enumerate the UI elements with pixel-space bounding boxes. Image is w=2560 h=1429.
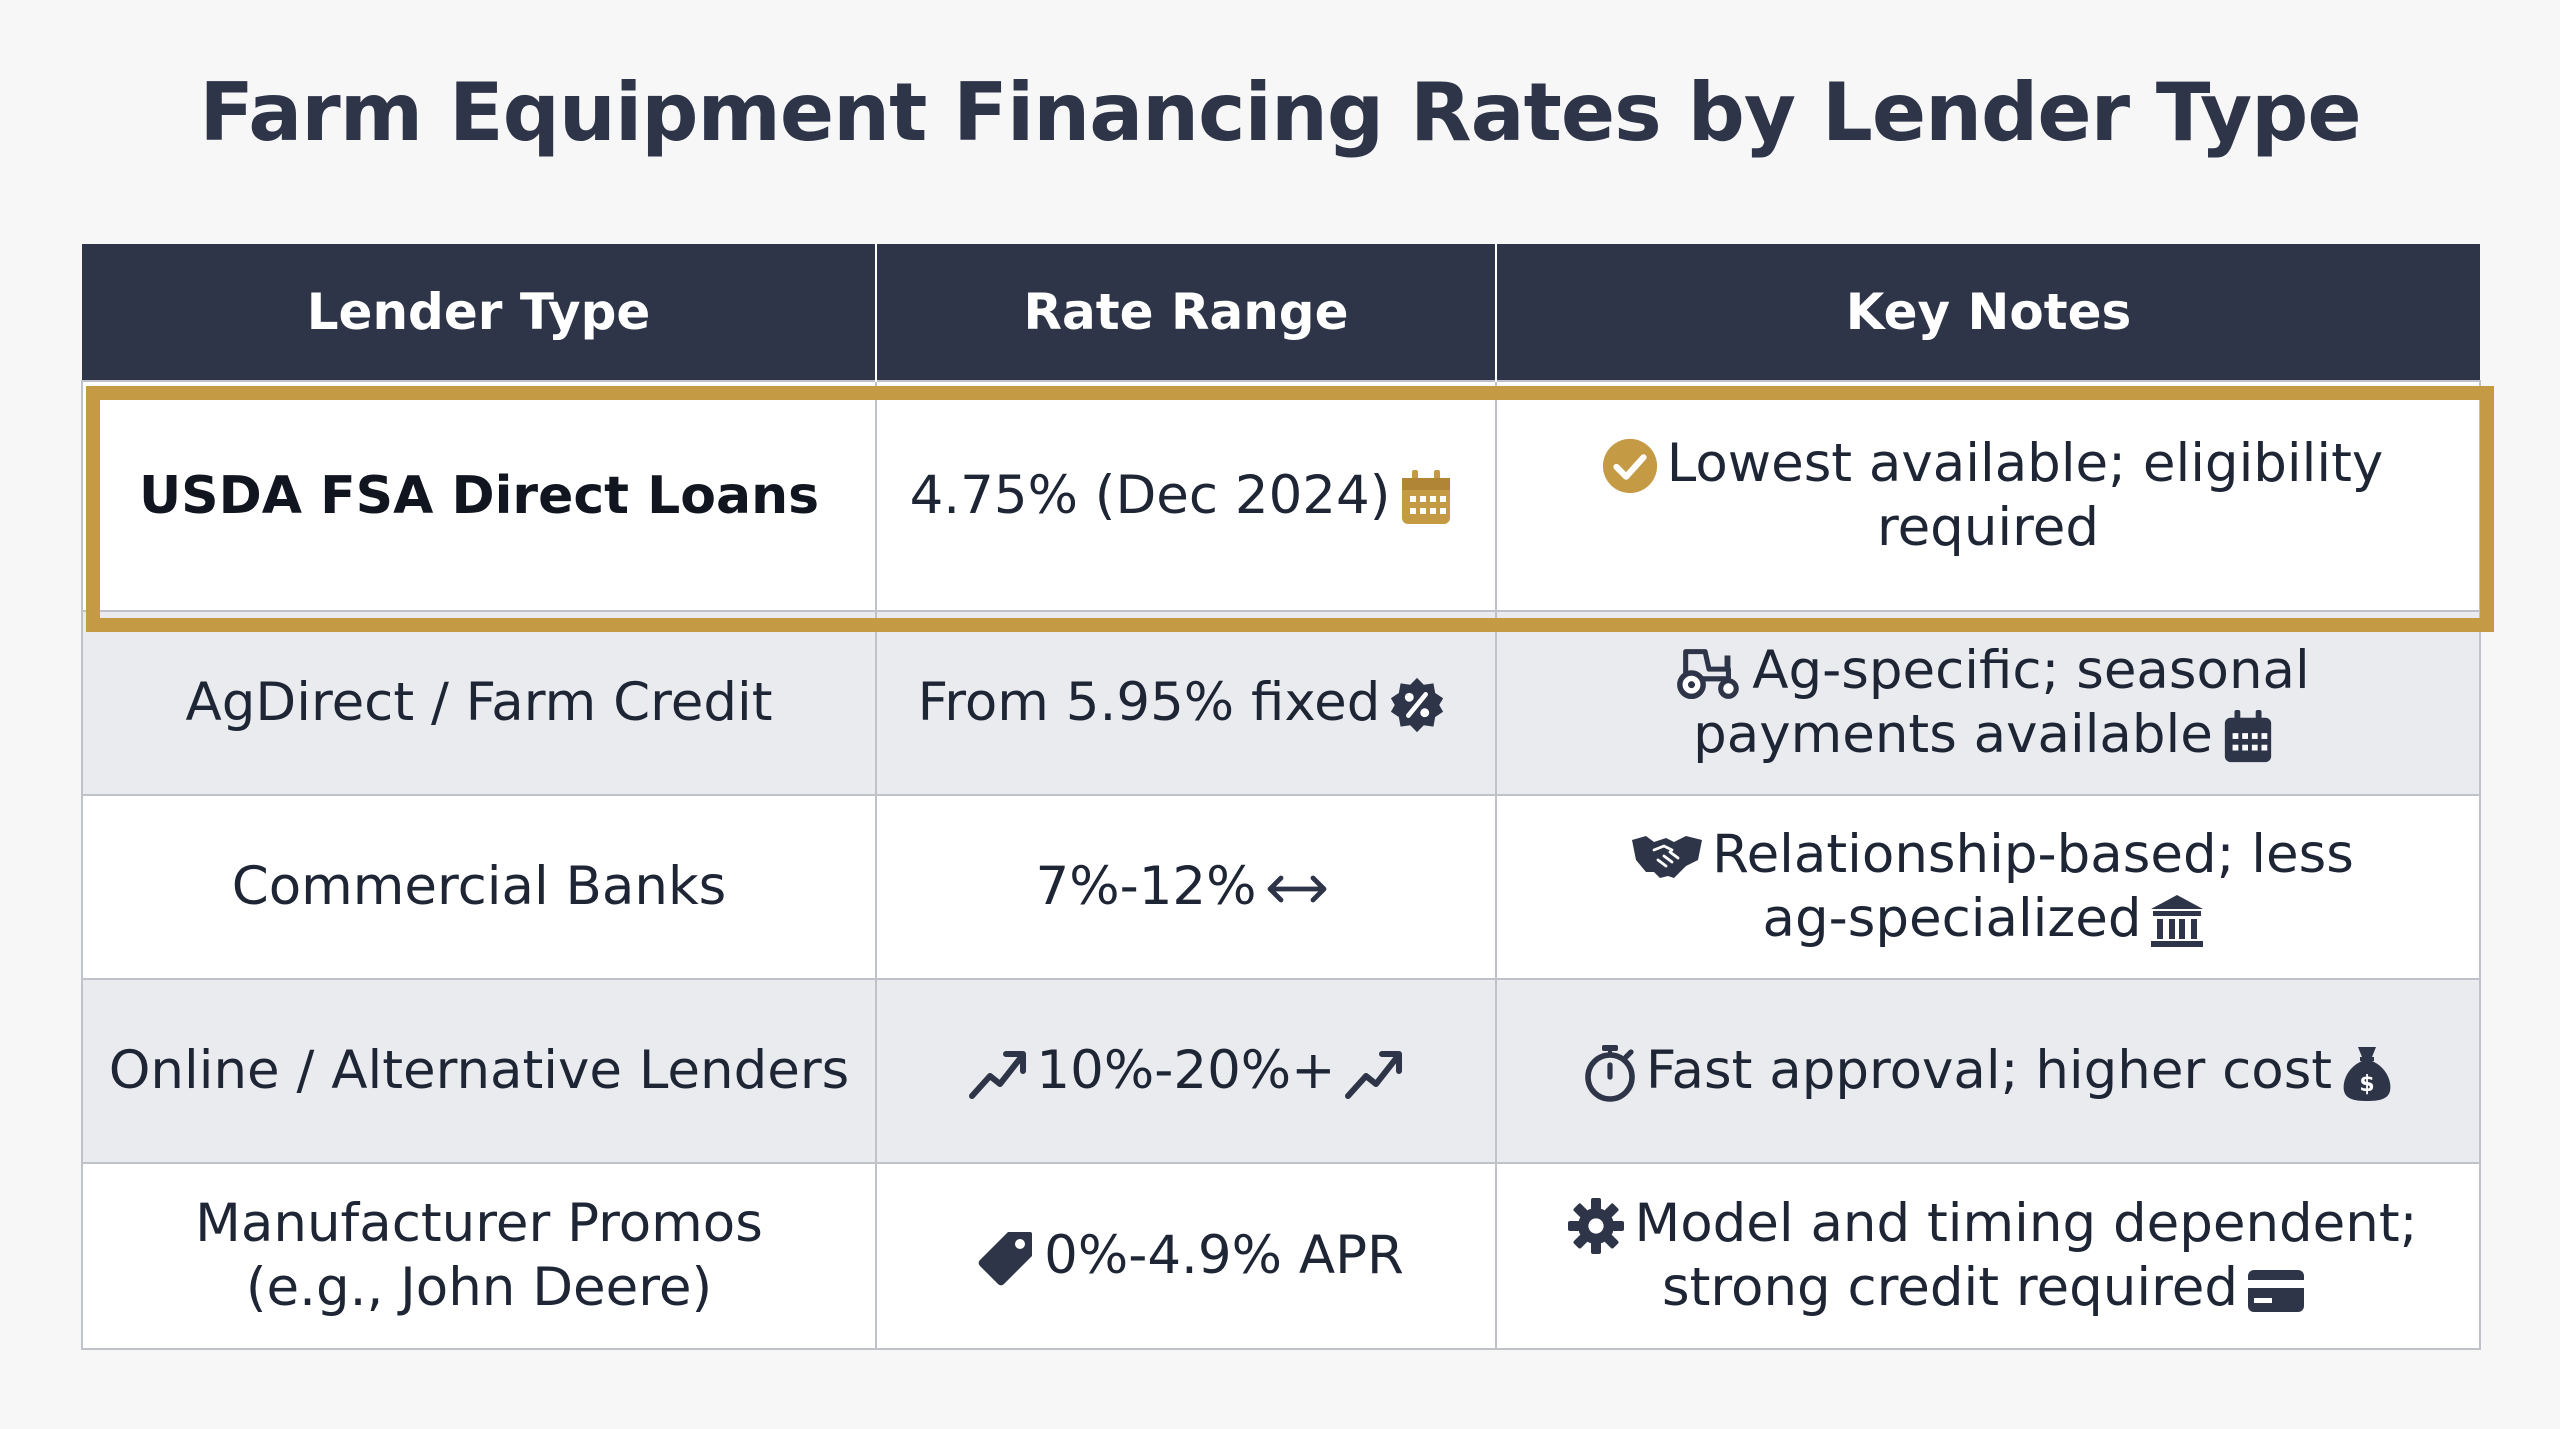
notes-line1: Lowest available; eligibility — [1666, 433, 2384, 494]
rate-cell: 0%-4.9% APR — [875, 1162, 1497, 1350]
stopwatch-icon — [1582, 1043, 1638, 1103]
header-key-notes: Key Notes — [1495, 244, 2480, 381]
notes-cell: Ag-specific; seasonal payments available — [1495, 610, 2481, 796]
tag-icon — [976, 1228, 1036, 1288]
handshake-icon — [1630, 832, 1704, 882]
notes-line2: payments available — [1693, 704, 2213, 765]
lender-cell: AgDirect / Farm Credit — [81, 610, 877, 796]
rate-text: 0%-4.9% APR — [1044, 1224, 1404, 1286]
notes-line1: Fast approval; higher cost — [1645, 1039, 2333, 1101]
bank-icon — [2149, 893, 2205, 949]
notes-line1: Ag-specific; seasonal — [1752, 640, 2310, 701]
rate-text: 7%-12% — [1035, 856, 1257, 917]
header-lender-type: Lender Type — [82, 244, 876, 381]
money-bag-icon: $ — [2340, 1043, 2394, 1103]
lender-cell: Manufacturer Promos (e.g., John Deere) — [81, 1162, 877, 1350]
table-row: Commercial Banks 7%-12% Relationship-bas… — [81, 794, 2481, 980]
rate-cell: From 5.95% fixed — [875, 610, 1497, 796]
notes-cell: Lowest available; eligibility required — [1495, 380, 2481, 612]
check-circle-icon — [1601, 437, 1659, 495]
rate-text: From 5.95% fixed — [917, 672, 1381, 733]
table-row: AgDirect / Farm Credit From 5.95% fixed … — [81, 610, 2481, 796]
rate-cell: 4.75% (Dec 2024) — [875, 380, 1497, 612]
notes-cell: Relationship-based; less ag-specialized — [1495, 794, 2481, 980]
gear-icon — [1566, 1196, 1626, 1256]
notes-line2: required — [1876, 497, 2100, 558]
trending-up-icon — [968, 1046, 1028, 1100]
page-title: Farm Equipment Financing Rates by Lender… — [199, 66, 2361, 159]
notes-line1: Relationship-based; less — [1712, 824, 2354, 885]
credit-card-icon — [2246, 1268, 2306, 1314]
lender-cell: Online / Alternative Lenders — [81, 978, 877, 1164]
tractor-icon — [1674, 645, 1744, 701]
table-row: Manufacturer Promos (e.g., John Deere) 0… — [81, 1162, 2481, 1350]
svg-text:$: $ — [2359, 1072, 2374, 1097]
rate-text: 10%-20%+ — [1036, 1040, 1336, 1101]
rates-table: Lender Type Rate Range Key Notes USDA FS… — [81, 244, 2481, 1350]
rate-text: 4.75% (Dec 2024) — [909, 464, 1391, 526]
table-row: Online / Alternative Lenders 10%-20%+ Fa… — [81, 978, 2481, 1164]
rate-cell: 7%-12% — [875, 794, 1497, 980]
table-header-row: Lender Type Rate Range Key Notes — [82, 244, 2480, 381]
notes-line1: Model and timing dependent; — [1634, 1192, 2418, 1254]
notes-line2: strong credit required — [1662, 1257, 2238, 1319]
lender-cell: USDA FSA Direct Loans — [81, 380, 877, 612]
notes-line2: ag-specialized — [1762, 888, 2142, 949]
double-arrow-icon — [1265, 872, 1329, 906]
lender-cell: Commercial Banks — [81, 794, 877, 980]
header-rate-range: Rate Range — [875, 244, 1496, 381]
percent-badge-icon — [1388, 676, 1446, 734]
notes-cell: Fast approval; higher cost $ — [1495, 978, 2481, 1164]
calendar-icon — [1398, 468, 1454, 528]
notes-cell: Model and timing dependent; strong credi… — [1495, 1162, 2481, 1350]
calendar-icon — [2221, 708, 2275, 766]
rate-cell: 10%-20%+ — [875, 978, 1497, 1164]
table-row: USDA FSA Direct Loans 4.75% (Dec 2024) L… — [81, 380, 2481, 612]
trending-up-icon — [1344, 1046, 1404, 1100]
